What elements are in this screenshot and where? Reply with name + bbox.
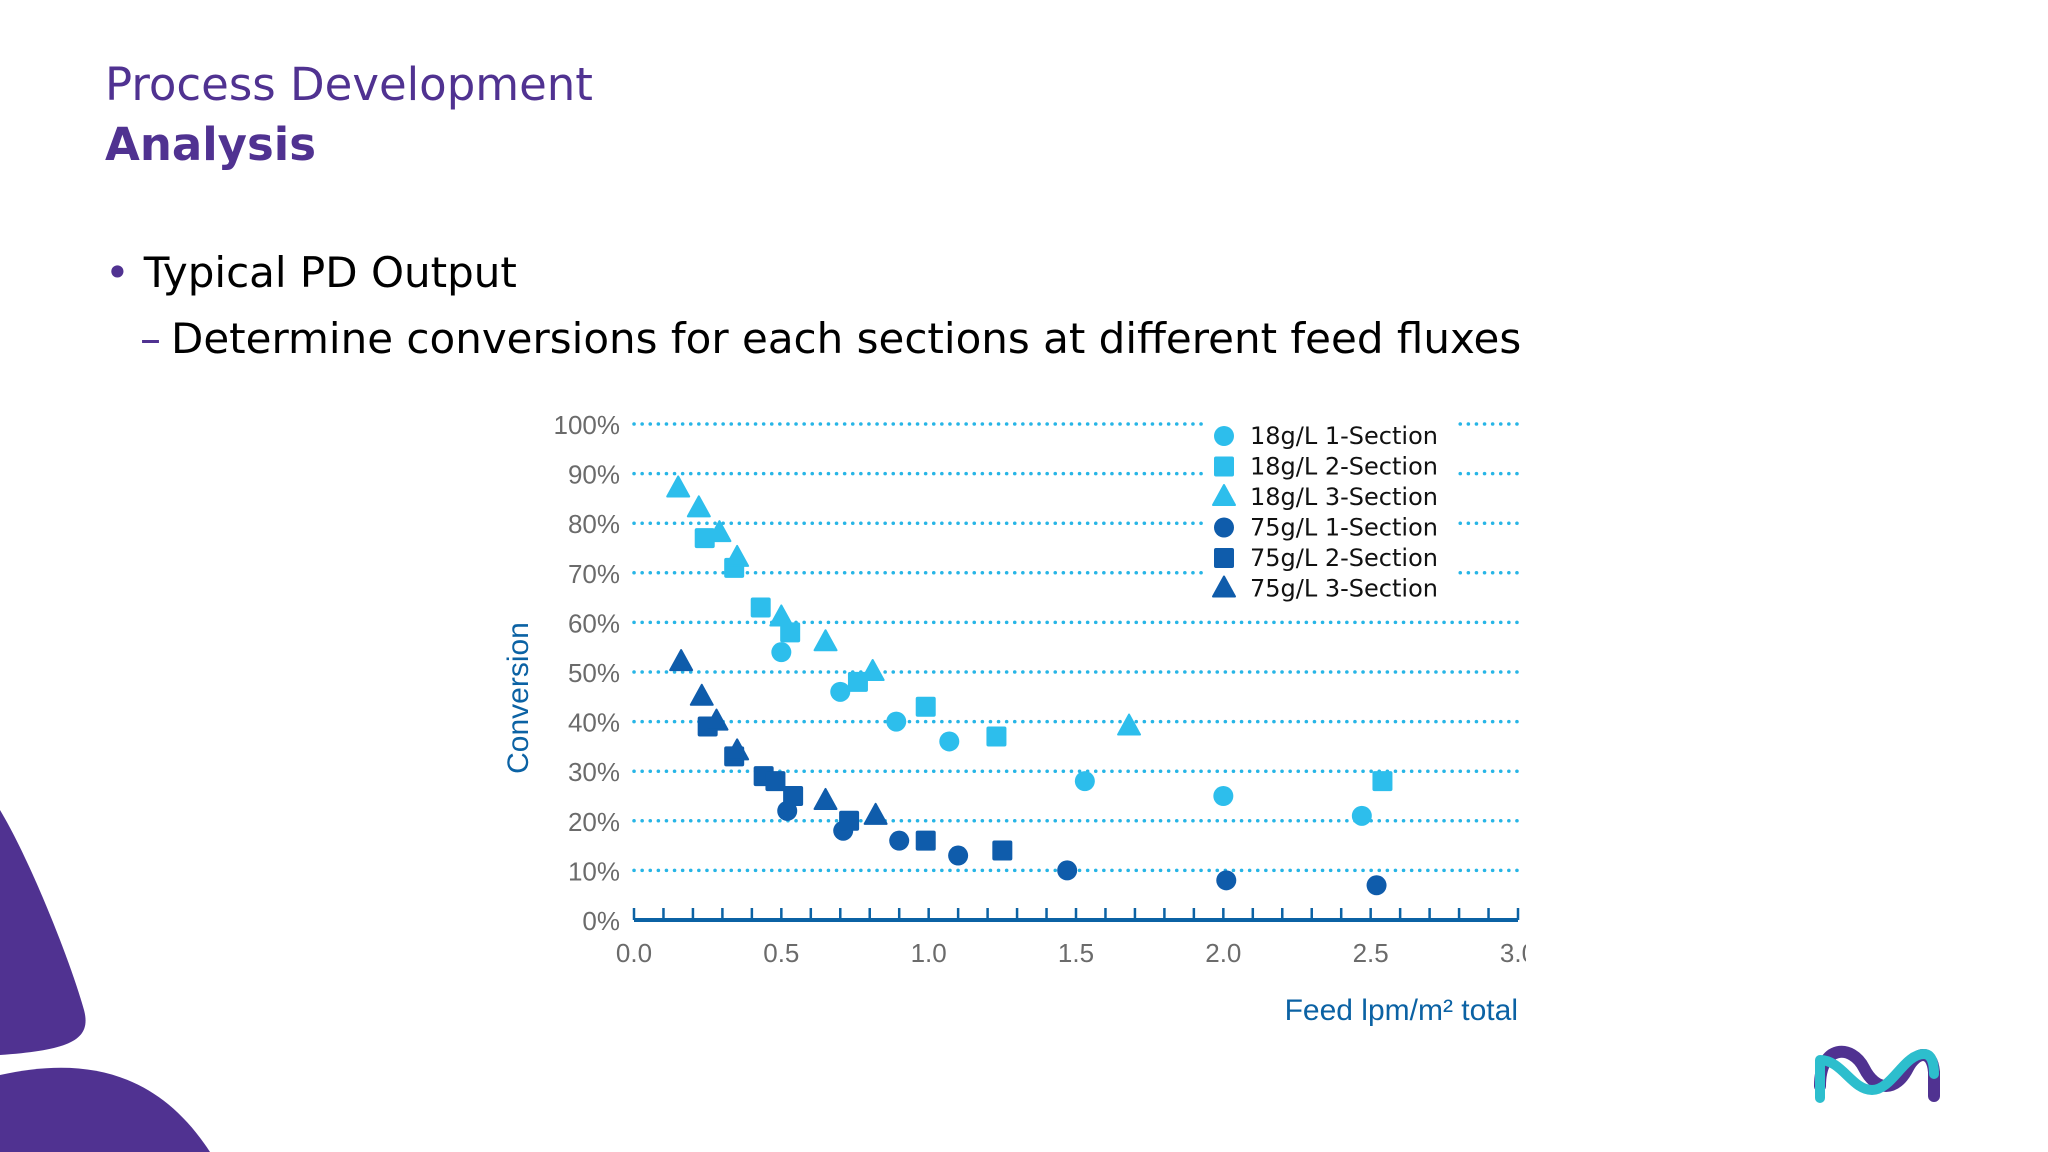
data-point-circle — [1213, 786, 1234, 806]
data-point-circle — [830, 681, 851, 702]
brand-logo-icon — [1814, 1045, 1940, 1103]
data-point-square — [783, 786, 804, 806]
data-point-circle — [948, 845, 969, 866]
y-tick-label: 10% — [568, 856, 620, 886]
y-tick-label: 40% — [568, 708, 620, 738]
purple-blob-lower — [0, 1067, 210, 1152]
purple-blob-upper — [0, 810, 86, 1055]
legend-marker — [1214, 456, 1234, 477]
y-tick-label: 90% — [568, 460, 620, 490]
legend-label: 75g/L 1-Section — [1250, 514, 1438, 542]
slide-title: Process Development — [105, 58, 593, 111]
data-point-triangle — [1117, 713, 1142, 736]
y-tick-label: 80% — [568, 509, 620, 539]
data-point-circle — [1216, 870, 1237, 891]
y-tick-label: 100% — [554, 410, 621, 440]
data-point-circle — [886, 711, 907, 732]
data-point-circle — [1351, 805, 1372, 826]
data-point-triangle — [689, 683, 714, 706]
data-point-triangle — [769, 604, 794, 627]
data-point-square — [780, 622, 801, 643]
data-point-circle — [889, 830, 910, 851]
x-tick-label: 1.5 — [1058, 938, 1094, 968]
data-point-triangle — [860, 659, 885, 681]
data-point-triangle — [686, 495, 711, 518]
y-tick-label: 20% — [568, 807, 620, 837]
data-point-square — [915, 696, 936, 717]
data-point-triangle — [666, 475, 691, 498]
data-point-circle — [771, 642, 792, 663]
slide-subtitle: Analysis — [105, 118, 316, 171]
data-point-triangle — [704, 708, 729, 731]
data-point-triangle — [725, 544, 750, 567]
legend-marker — [1214, 548, 1234, 568]
data-point-square — [986, 726, 1007, 747]
legend-background — [1204, 414, 1454, 617]
x-tick-label: 0.5 — [763, 938, 799, 968]
data-point-square — [839, 810, 860, 831]
marks-layer — [666, 475, 1393, 896]
data-point-square — [765, 771, 786, 792]
x-tick-label: 2.0 — [1205, 938, 1241, 968]
data-point-circle — [1366, 875, 1387, 896]
y-tick-label: 0% — [582, 906, 620, 936]
sub-bullet-text: Determine conversions for each sections … — [171, 314, 1522, 363]
bullet-item: • Typical PD Output — [105, 248, 517, 297]
y-tick-label: 60% — [568, 608, 620, 638]
x-tick-label: 0.0 — [616, 938, 652, 968]
legend-marker — [1214, 517, 1234, 538]
legend-label: 18g/L 1-Section — [1250, 422, 1438, 450]
x-tick-label: 2.5 — [1353, 938, 1389, 968]
legend-marker — [1212, 484, 1236, 506]
y-tick-label: 30% — [568, 757, 620, 787]
data-point-square — [1372, 771, 1393, 792]
data-point-circle — [939, 731, 960, 752]
data-point-triangle — [669, 649, 694, 672]
axis-layer: 0% 10% 20% 30% 40% 50% 60% 70% 80% 90% 100% 0.0 0.5 1… — [502, 410, 1526, 1027]
logo-teal-stroke — [1815, 1048, 1939, 1103]
x-tick-label: 1.0 — [911, 938, 947, 968]
sub-bullet-marker: – — [140, 314, 161, 363]
data-point-triangle — [725, 738, 750, 761]
legend-label: 18g/L 2-Section — [1250, 453, 1438, 481]
data-point-circle — [1057, 860, 1078, 881]
data-point-circle — [1074, 771, 1095, 792]
legend-marker — [1214, 426, 1234, 446]
data-point-triangle — [813, 629, 838, 652]
y-tick-label: 70% — [568, 559, 620, 589]
data-point-triangle — [813, 787, 838, 810]
conversion-scatter-chart: 0% 10% 20% 30% 40% 50% 60% 70% 80% 90% 100% 0.0 0.5 1… — [502, 410, 1526, 1027]
legend-label: 18g/L 3-Section — [1250, 483, 1438, 511]
bullet-marker: • — [105, 248, 130, 297]
x-axis-title: Feed lpm/m² total — [1285, 994, 1518, 1027]
data-point-triangle — [863, 802, 888, 825]
y-tick-label: 50% — [568, 658, 620, 688]
legend-label: 75g/L 3-Section — [1250, 575, 1438, 603]
data-point-square — [992, 840, 1013, 861]
bullet-text: Typical PD Output — [143, 248, 517, 297]
decorative-purple-shape — [0, 810, 210, 1152]
data-point-square — [694, 528, 715, 549]
y-axis-title: Conversion — [502, 622, 535, 774]
data-point-triangle — [707, 520, 732, 543]
data-point-square — [750, 597, 771, 618]
data-point-square — [915, 830, 936, 851]
legend-marker — [1212, 575, 1236, 598]
x-tick-label: 3.0 — [1500, 938, 1526, 968]
sub-bullet-item: – Determine conversions for each sections… — [140, 314, 1521, 363]
legend-label: 75g/L 2-Section — [1250, 544, 1438, 572]
